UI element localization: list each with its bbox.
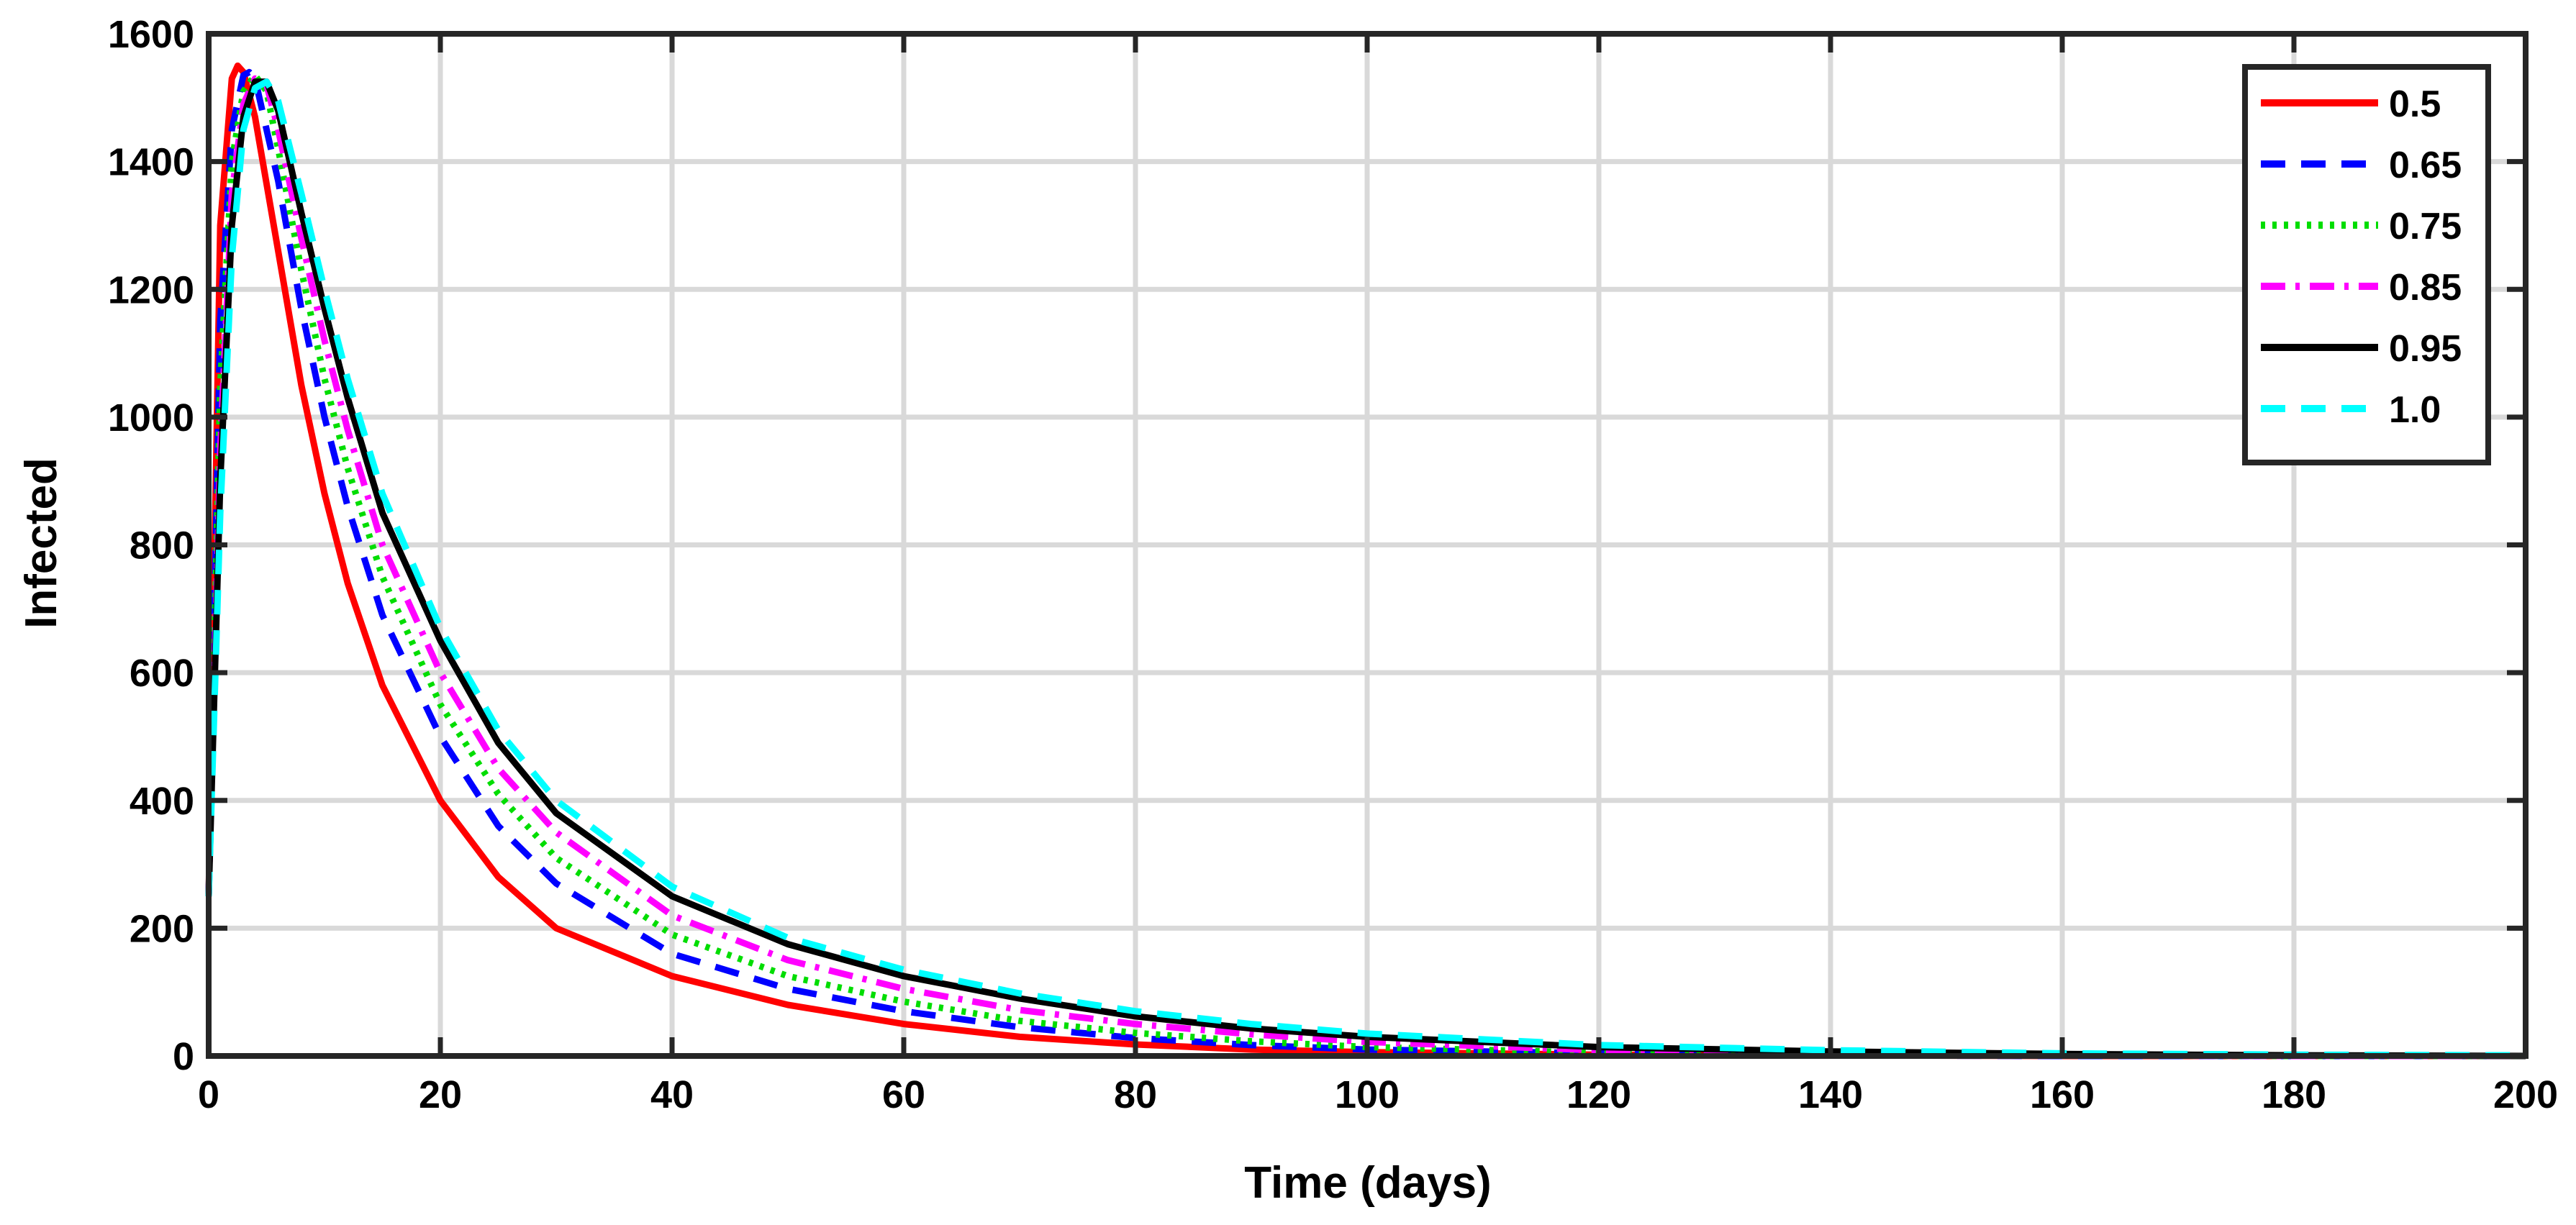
x-tick-label: 180 <box>2262 1073 2326 1116</box>
y-tick-label: 1200 <box>108 268 194 311</box>
y-axis-label: Infected <box>17 457 66 629</box>
series-line <box>205 78 2526 1059</box>
y-tick-label: 1000 <box>108 396 194 440</box>
x-tick-label: 80 <box>1114 1073 1157 1116</box>
legend: 0.5 0.65 0.75 0.85 0.95 1.0 <box>2242 64 2491 465</box>
y-tick-label: 400 <box>130 780 194 823</box>
x-tick-label: 200 <box>2493 1073 2558 1116</box>
y-tick-label: 1400 <box>108 141 194 184</box>
x-tick-label: 40 <box>650 1073 694 1116</box>
x-tick-label: 160 <box>2030 1073 2095 1116</box>
legend-label: 0.75 <box>2389 206 2462 247</box>
y-tick-label: 800 <box>130 524 194 568</box>
legend-label: 0.5 <box>2389 83 2441 125</box>
x-axis-label: Time (days) <box>1244 1158 1491 1208</box>
x-tick-label: 120 <box>1566 1073 1631 1116</box>
x-tick-label: 100 <box>1335 1073 1400 1116</box>
series-lines <box>205 62 2526 1060</box>
y-tick-label: 1600 <box>108 13 194 56</box>
y-tick-label: 0 <box>173 1035 194 1078</box>
y-tick-label: 200 <box>130 907 194 950</box>
x-tick-label: 140 <box>1798 1073 1863 1116</box>
legend-box <box>2242 64 2491 465</box>
legend-label: 0.65 <box>2389 145 2462 186</box>
y-tick-label: 600 <box>130 652 194 695</box>
axes: 0 20 40 60 80 100 120 140 160 180 200 0 200 400 600 800… <box>108 13 2558 1116</box>
legend-label: 1.0 <box>2389 389 2441 431</box>
legend-label: 0.85 <box>2389 267 2462 309</box>
legend-label: 0.95 <box>2389 328 2462 370</box>
x-tick-label: 60 <box>882 1073 925 1116</box>
x-tick-label: 20 <box>419 1073 462 1116</box>
x-tick-label: 0 <box>198 1073 219 1116</box>
